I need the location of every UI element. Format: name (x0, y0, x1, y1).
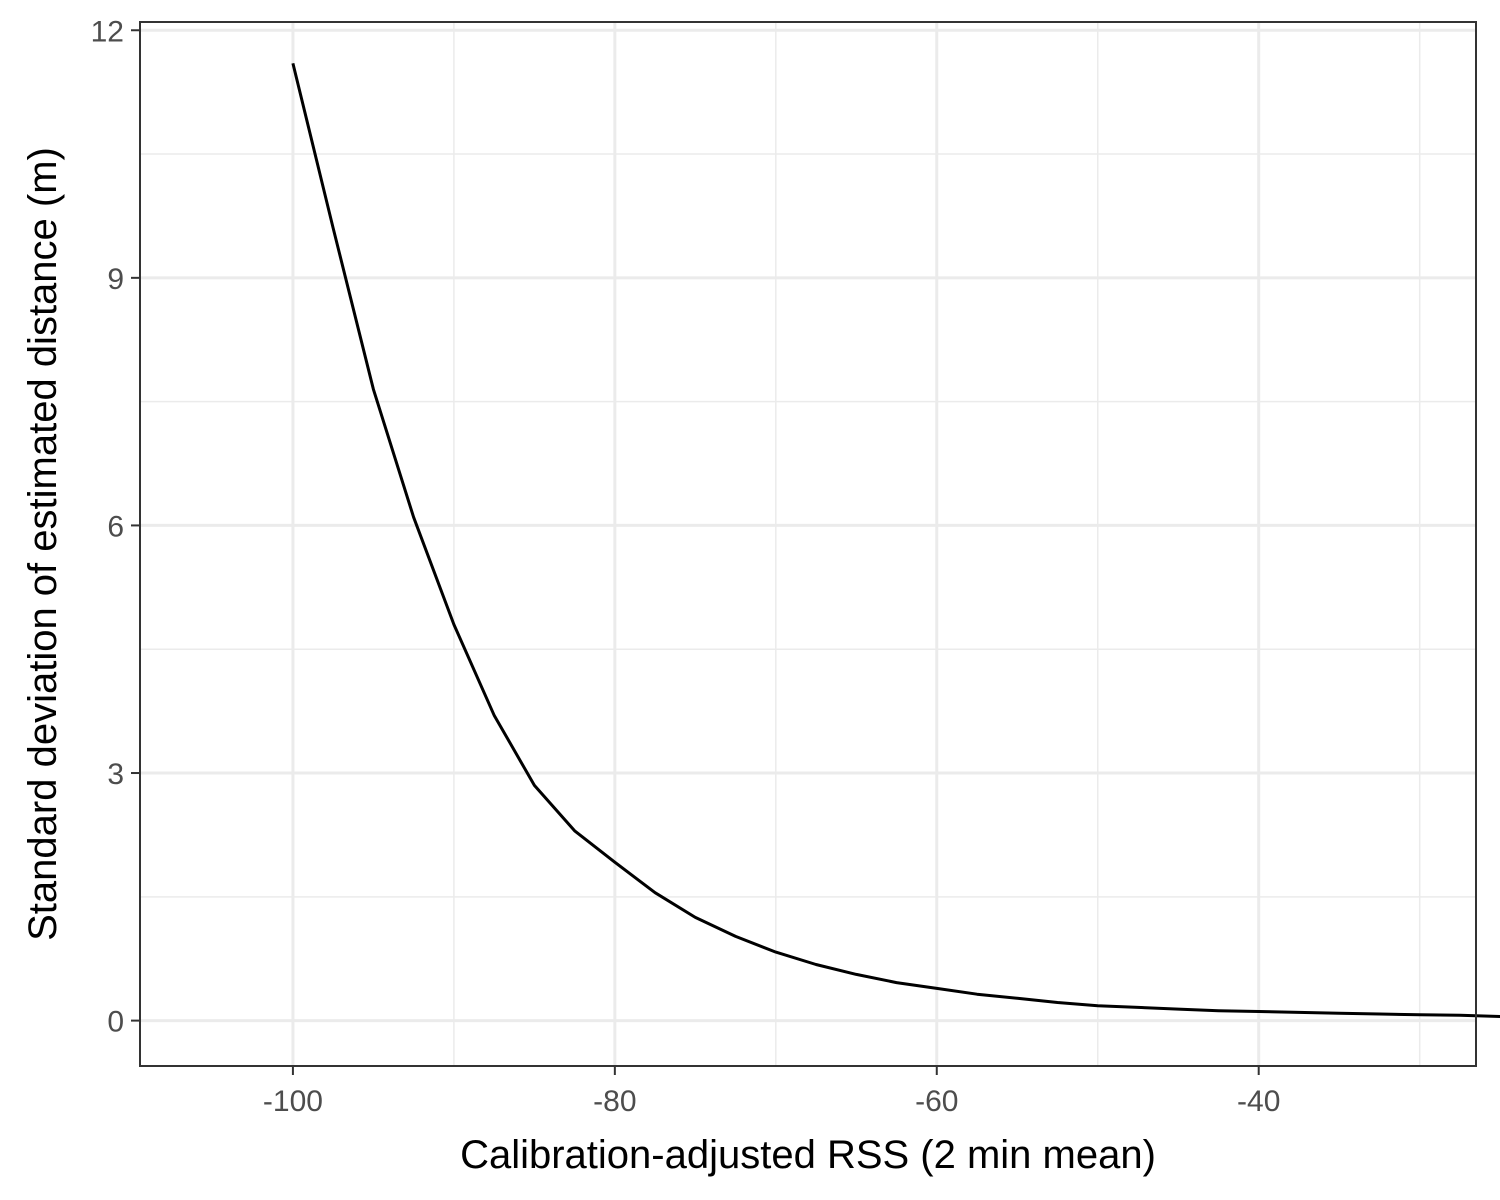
series-line (291, 62, 1500, 1018)
y-tick-label: 3 (107, 758, 124, 791)
x-tick-label: -60 (915, 1085, 958, 1118)
y-tick-label: 12 (91, 15, 124, 48)
y-tick-label: 6 (107, 510, 124, 543)
x-tick-label: -100 (263, 1085, 323, 1118)
y-tick-label: 0 (107, 1006, 124, 1039)
series-layer (291, 62, 1500, 1018)
grid-lines (140, 22, 1476, 1066)
y-axis: 0 3 6 9 12 (91, 15, 140, 1039)
x-tick-label: -40 (1237, 1085, 1280, 1118)
y-tick-label: 9 (107, 263, 124, 296)
y-axis-title: Standard deviation of estimated distance… (21, 147, 65, 941)
x-axis: -100 -80 -60 -40 (263, 1066, 1280, 1118)
panel-border (139, 21, 1477, 1067)
x-axis-title: Calibration-adjusted RSS (2 min mean) (460, 1133, 1156, 1177)
x-tick-label: -80 (593, 1085, 636, 1118)
